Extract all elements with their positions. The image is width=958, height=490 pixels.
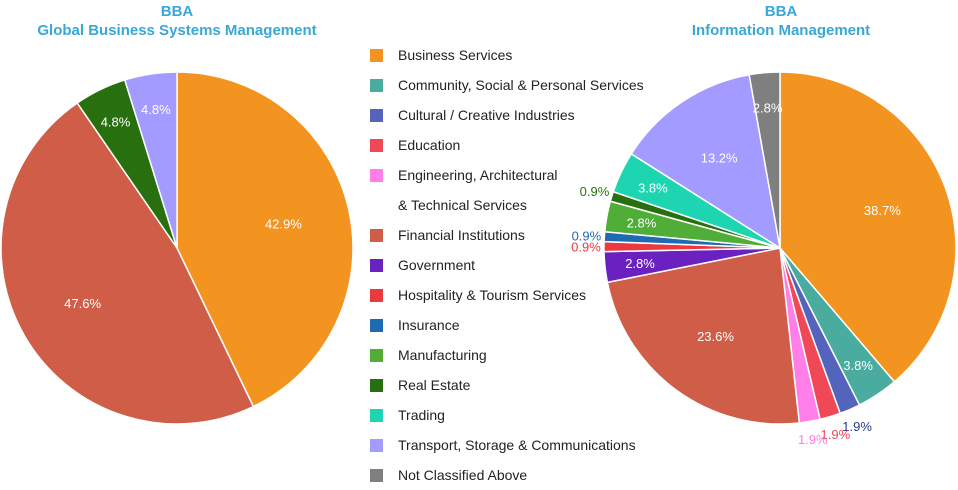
legend-label: Manufacturing (398, 347, 487, 363)
legend: Business Services Community, Social & Per… (370, 40, 644, 490)
legend-item: Transport, Storage & Communications (370, 430, 644, 460)
legend-item: Insurance (370, 310, 644, 340)
legend-item: Business Services (370, 40, 644, 70)
slice-label: 42.9% (265, 217, 302, 232)
slice-label: 4.8% (101, 114, 131, 129)
pie-slice (606, 247, 801, 425)
legend-label: Real Estate (398, 377, 471, 393)
legend-item: Trading (370, 400, 644, 430)
legend-item: Financial Institutions (370, 220, 644, 250)
pie-slice (748, 71, 781, 249)
pie-chart-right: 38.7%3.8%1.9%1.9%1.9%23.6%2.8%0.9%0.9%2.… (571, 71, 957, 447)
slice-label: 1.9% (798, 432, 828, 447)
legend-item: Engineering, Architectural (370, 160, 644, 190)
slice-label: 0.9% (572, 229, 602, 244)
chart-title-left-line2: Global Business Systems Management (37, 22, 317, 39)
legend-swatch (370, 288, 383, 302)
legend-swatch (370, 258, 383, 272)
legend-swatch (370, 48, 383, 62)
pie-charts: 42.9%47.6%4.8%4.8%38.7%3.8%1.9%1.9%1.9%2… (0, 71, 957, 447)
slice-label: 47.6% (64, 296, 101, 311)
slice-label: 0.9% (580, 184, 610, 199)
legend-label: Community, Social & Personal Services (398, 77, 644, 93)
pie-slice (176, 71, 354, 408)
legend-label: Engineering, Architectural (398, 167, 558, 183)
legend-item: Real Estate (370, 370, 644, 400)
chart-title-right-line2: Information Management (691, 22, 871, 39)
slice-label: 2.8% (627, 216, 657, 231)
legend-label: Hospitality & Tourism Services (398, 287, 587, 303)
legend-swatch (370, 138, 383, 152)
chart-title-left: BBA Global Business Systems Management (0, 2, 354, 40)
legend-swatch (370, 468, 383, 482)
legend-item: Cultural / Creative Industries (370, 100, 644, 130)
slice-label: 0.9% (571, 239, 601, 254)
legend-label: Government (398, 257, 476, 273)
chart-title-right: BBA Information Management (604, 2, 958, 40)
legend-swatch (370, 318, 383, 332)
legend-label: Education (398, 137, 461, 153)
pie-slice (123, 71, 178, 249)
legend-swatch (370, 108, 383, 122)
slice-label: 13.2% (701, 150, 738, 165)
slice-label: 3.8% (843, 358, 873, 373)
legend-label: & Technical Services (398, 197, 527, 213)
legend-label: Cultural / Creative Industries (398, 107, 575, 123)
slice-label: 2.8% (625, 256, 655, 271)
slice-label: 1.9% (842, 419, 872, 434)
legend-swatch (370, 438, 383, 452)
legend-item: Education (370, 130, 644, 160)
pie-slice (630, 73, 782, 250)
legend-label: Financial Institutions (398, 227, 525, 243)
legend-swatch (370, 228, 383, 242)
slice-label: 3.8% (638, 180, 668, 195)
slice-label: 1.9% (821, 427, 851, 442)
legend-swatch (370, 378, 383, 392)
legend-item: Manufacturing (370, 340, 644, 370)
legend-item: Not Classified Above (370, 460, 644, 490)
legend-label: Trading (398, 407, 445, 423)
legend-item-continuation: & Technical Services (370, 190, 644, 220)
slice-label: 23.6% (697, 329, 734, 344)
legend-swatch (370, 408, 383, 422)
legend-label: Transport, Storage & Communications (398, 437, 636, 453)
legend-swatch (370, 168, 383, 182)
pie-slice (0, 101, 255, 425)
chart-title-left-line1: BBA (160, 3, 194, 20)
slice-label: 4.8% (141, 102, 171, 117)
legend-item: Hospitality & Tourism Services (370, 280, 644, 310)
pie-chart-left: 42.9% 47.6% 4.8% 4.8% (0, 71, 354, 425)
chart-title-right-line1: BBA (764, 3, 798, 20)
slice-label: 38.7% (864, 203, 901, 218)
legend-label: Business Services (398, 47, 513, 63)
legend-swatch (370, 348, 383, 362)
legend-swatch (370, 78, 383, 92)
legend-item: Community, Social & Personal Services (370, 70, 644, 100)
legend-item: Government (370, 250, 644, 280)
legend-label: Not Classified Above (398, 467, 528, 483)
slice-label: 2.8% (753, 101, 783, 116)
legend-label: Insurance (398, 317, 460, 333)
pie-slice (779, 71, 957, 383)
